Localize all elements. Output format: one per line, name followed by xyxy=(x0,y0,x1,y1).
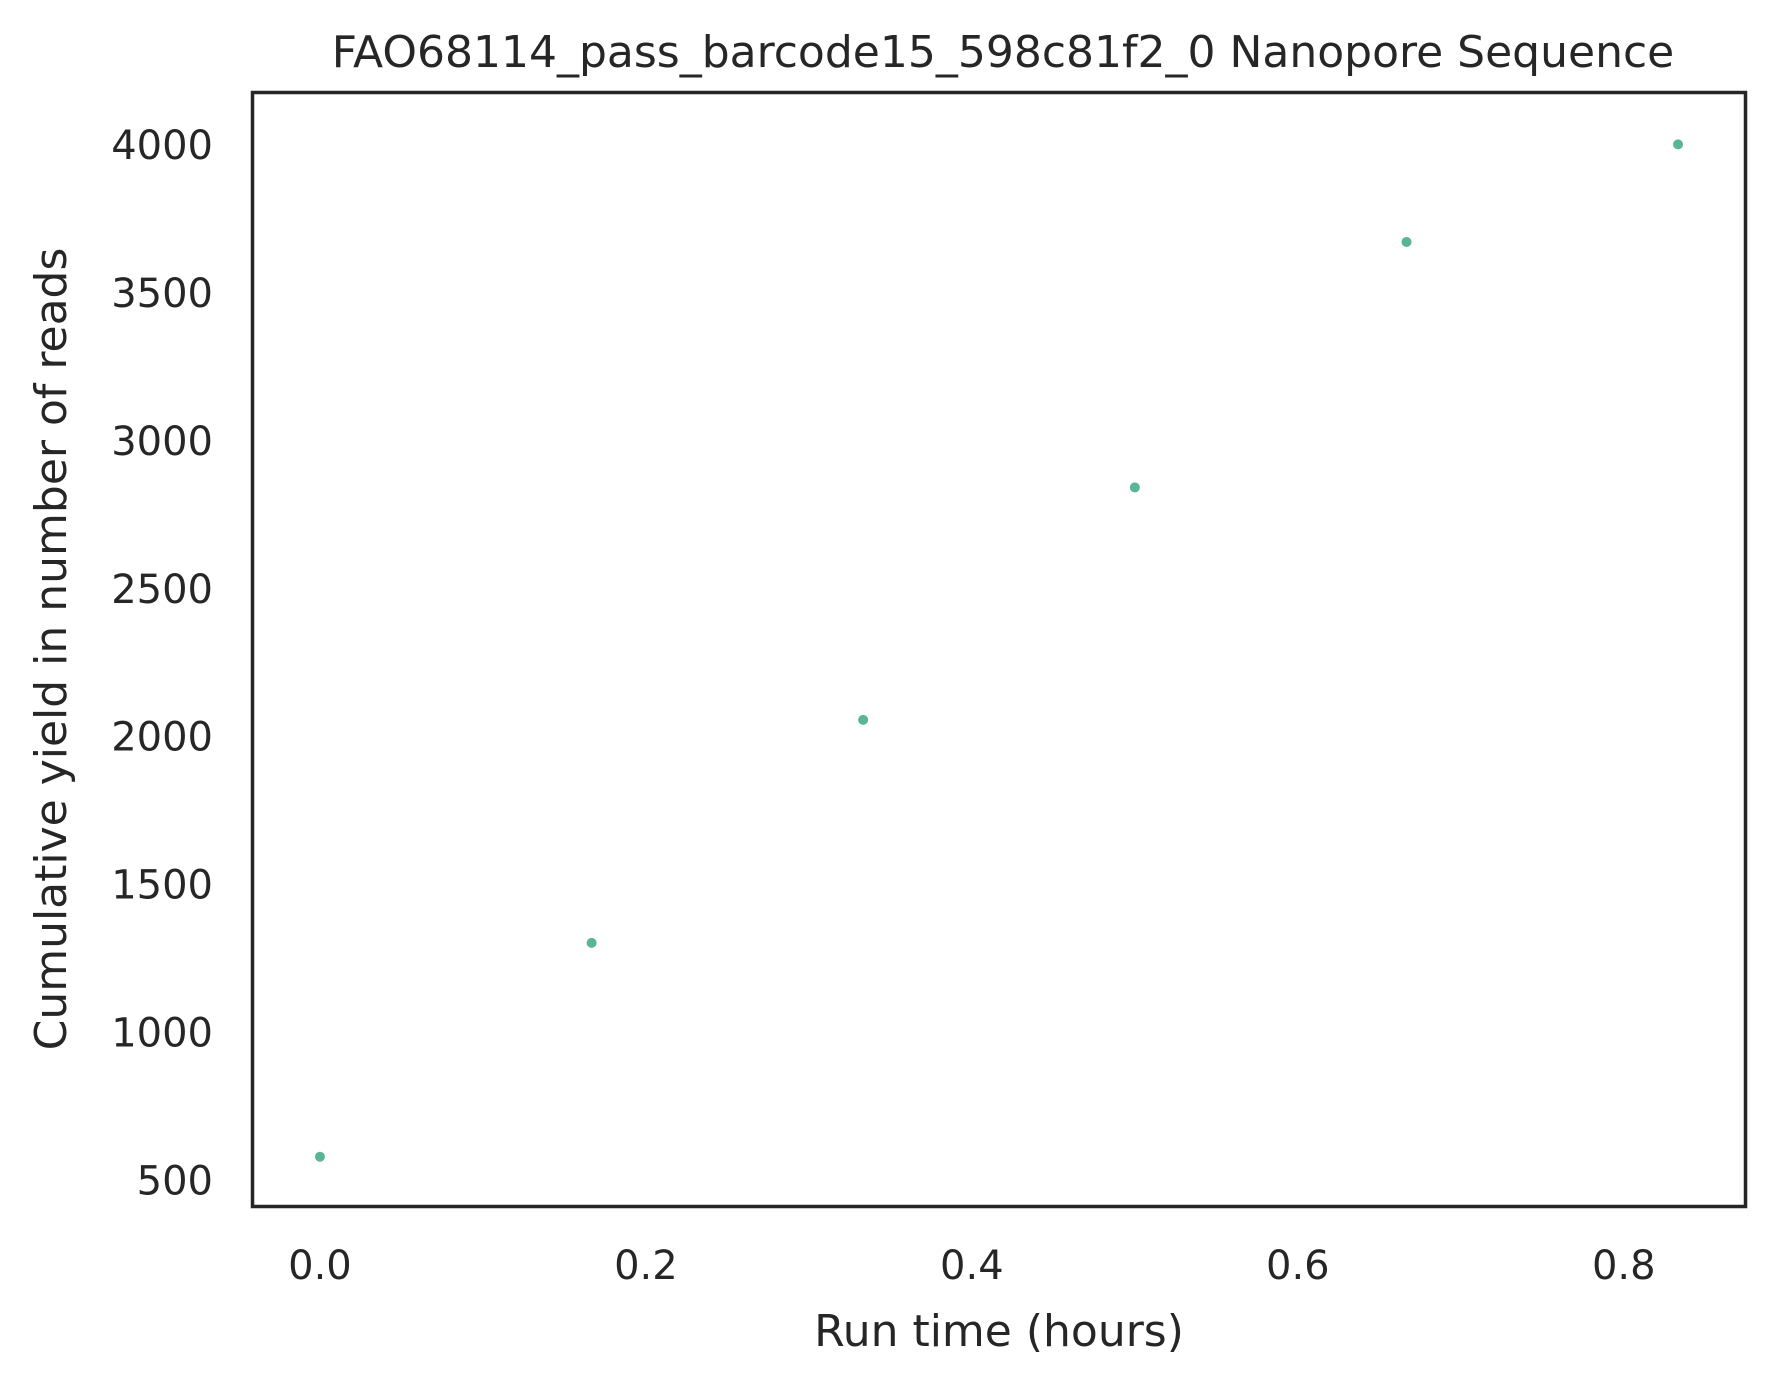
x-tick-label: 0.2 xyxy=(614,1243,678,1289)
x-tick-label: 0.8 xyxy=(1592,1243,1656,1289)
data-point xyxy=(313,1150,326,1163)
x-tick-label: 0.0 xyxy=(288,1243,352,1289)
data-point xyxy=(585,936,598,949)
y-axis-ticks: 500 1000 1500 2000 2500 3000 3500 4000 xyxy=(111,123,213,1204)
plot-frame xyxy=(250,90,1748,1209)
y-tick-label: 3500 xyxy=(111,271,213,317)
y-tick-label: 3000 xyxy=(111,419,213,465)
data-point xyxy=(857,713,870,726)
y-tick-label: 2000 xyxy=(111,715,213,761)
x-axis-ticks: 0.0 0.2 0.4 0.6 0.8 xyxy=(288,1243,1655,1289)
chart-title: FAO68114_pass_barcode15_598c81f2_0 Nanop… xyxy=(332,27,1674,78)
data-point xyxy=(1400,235,1413,248)
x-tick-label: 0.6 xyxy=(1266,1243,1330,1289)
data-point xyxy=(1128,481,1141,494)
y-axis-label: Cumulative yield in number of reads xyxy=(26,248,77,1051)
y-tick-label: 1000 xyxy=(111,1011,213,1057)
data-points xyxy=(313,138,1685,1163)
data-point xyxy=(1672,138,1685,151)
y-tick-label: 2500 xyxy=(111,567,213,613)
y-tick-label: 500 xyxy=(137,1158,213,1204)
x-axis-label: Run time (hours) xyxy=(814,1306,1184,1357)
y-tick-label: 1500 xyxy=(111,863,213,909)
x-tick-label: 0.4 xyxy=(940,1243,1004,1289)
y-tick-label: 4000 xyxy=(111,123,213,169)
